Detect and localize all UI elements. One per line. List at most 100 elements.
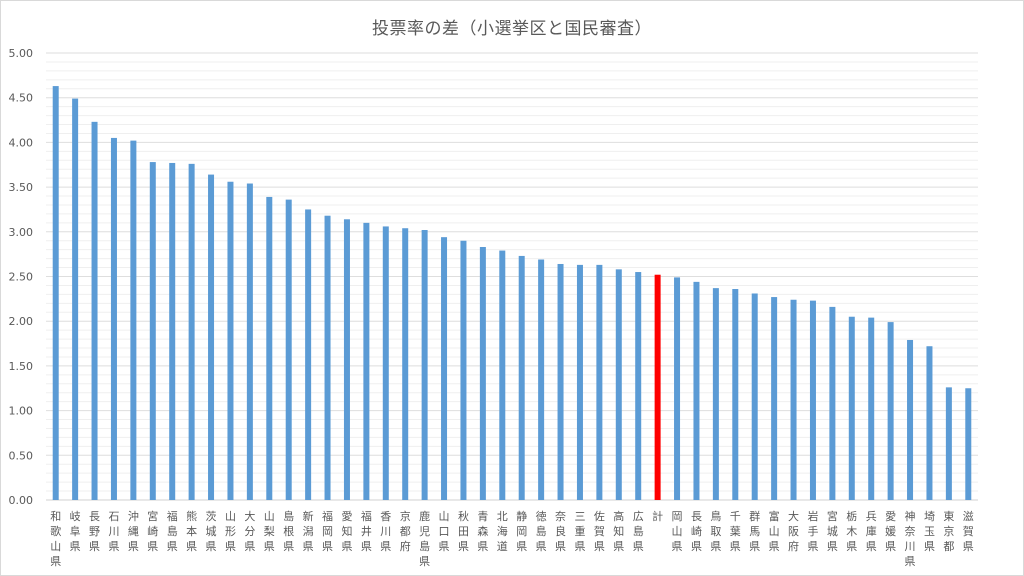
- svg-text:島: 島: [536, 524, 547, 538]
- x-tick-label: 佐賀県: [594, 509, 605, 553]
- y-tick-label: 3.00: [9, 226, 34, 239]
- bar-7: [188, 163, 195, 500]
- x-tick-label: 大分県: [244, 509, 255, 553]
- svg-text:福: 福: [361, 509, 372, 523]
- bar-1: [72, 98, 79, 501]
- x-tick-label: 栃木県: [846, 509, 857, 553]
- bar-42: [868, 317, 875, 500]
- y-tick-label: 1.00: [9, 405, 34, 418]
- bar-8: [208, 174, 215, 501]
- svg-text:県: 県: [206, 540, 217, 553]
- svg-text:神: 神: [905, 509, 916, 523]
- svg-text:高: 高: [613, 509, 624, 523]
- svg-text:県: 県: [827, 540, 838, 553]
- bar-34: [712, 288, 719, 500]
- svg-text:県: 県: [303, 540, 314, 553]
- y-tick-label: 2.50: [9, 271, 34, 284]
- bar-19: [421, 230, 428, 500]
- svg-text:県: 県: [846, 540, 857, 553]
- x-tick-label: 徳島県: [536, 510, 547, 553]
- x-tick-label: 茨城県: [206, 509, 217, 553]
- svg-text:川: 川: [380, 525, 391, 538]
- svg-text:庫: 庫: [866, 524, 877, 538]
- bar-47: [965, 388, 972, 500]
- bar-27: [576, 264, 583, 500]
- bar-44: [907, 339, 914, 500]
- svg-text:大: 大: [244, 509, 255, 523]
- bar-35: [732, 289, 739, 500]
- bar-2: [91, 121, 98, 500]
- bar-38: [790, 299, 797, 500]
- svg-text:県: 県: [710, 540, 721, 553]
- svg-text:城: 城: [827, 525, 838, 538]
- svg-text:県: 県: [108, 540, 119, 553]
- bar-0: [52, 86, 59, 500]
- svg-text:崎: 崎: [691, 524, 702, 538]
- svg-text:石: 石: [108, 510, 119, 523]
- x-tick-label: 福岡県: [322, 509, 333, 553]
- svg-text:県: 県: [477, 540, 488, 553]
- svg-text:県: 県: [924, 540, 935, 553]
- x-tick-label: 沖縄県: [128, 510, 139, 553]
- svg-text:山: 山: [672, 525, 683, 538]
- svg-text:和: 和: [50, 510, 61, 523]
- bar-46: [945, 387, 952, 500]
- svg-text:府: 府: [400, 539, 411, 553]
- svg-text:府: 府: [788, 539, 799, 553]
- bar-36: [751, 293, 758, 500]
- svg-text:県: 県: [691, 540, 702, 553]
- bar-11: [266, 196, 273, 500]
- svg-text:野: 野: [89, 525, 100, 538]
- svg-text:県: 県: [89, 540, 100, 553]
- x-tick-label: 大阪府: [788, 509, 799, 553]
- bar-30: [635, 272, 642, 500]
- bar-28: [596, 264, 603, 500]
- x-tick-label: 愛知県: [341, 510, 352, 553]
- svg-text:県: 県: [128, 540, 139, 553]
- x-tick-label: 島根県: [283, 509, 294, 553]
- x-tick-label: 長野県: [89, 510, 100, 553]
- bar-20: [441, 237, 448, 500]
- bar-22: [479, 246, 486, 500]
- bar-40: [829, 306, 836, 500]
- svg-text:重: 重: [574, 524, 585, 538]
- x-tick-label: 広島県: [633, 510, 644, 553]
- svg-text:群: 群: [749, 509, 760, 523]
- svg-text:阜: 阜: [70, 525, 81, 538]
- svg-text:島: 島: [283, 509, 294, 523]
- x-tick-label: 山梨県: [264, 510, 275, 553]
- svg-text:手: 手: [807, 524, 818, 538]
- svg-text:県: 県: [536, 540, 547, 553]
- bar-3: [110, 137, 117, 500]
- bar-32: [674, 277, 681, 500]
- svg-text:口: 口: [439, 525, 450, 538]
- svg-text:県: 県: [50, 555, 61, 568]
- svg-text:県: 県: [749, 540, 760, 553]
- svg-text:玉: 玉: [924, 525, 935, 538]
- bar-37: [771, 297, 778, 500]
- x-tick-label: 静岡県: [516, 509, 527, 553]
- svg-text:島: 島: [633, 524, 644, 538]
- svg-text:鳥: 鳥: [710, 509, 721, 523]
- svg-text:京: 京: [943, 524, 954, 538]
- svg-text:梨: 梨: [264, 524, 275, 538]
- x-tick-label: 群馬県: [749, 509, 760, 553]
- svg-text:県: 県: [147, 540, 158, 553]
- bar-25: [538, 259, 545, 500]
- svg-text:新: 新: [303, 509, 314, 523]
- svg-text:本: 本: [186, 524, 197, 538]
- svg-text:分: 分: [244, 525, 255, 538]
- svg-text:熊: 熊: [186, 509, 197, 523]
- x-tick-label: 新潟県: [303, 509, 314, 553]
- svg-text:県: 県: [361, 540, 372, 553]
- svg-text:佐: 佐: [594, 509, 605, 523]
- svg-text:広: 広: [633, 510, 644, 523]
- x-tick-label: 計: [652, 509, 663, 523]
- svg-text:県: 県: [866, 540, 877, 553]
- svg-text:道: 道: [497, 539, 508, 553]
- svg-text:県: 県: [186, 540, 197, 553]
- svg-text:縄: 縄: [128, 524, 139, 538]
